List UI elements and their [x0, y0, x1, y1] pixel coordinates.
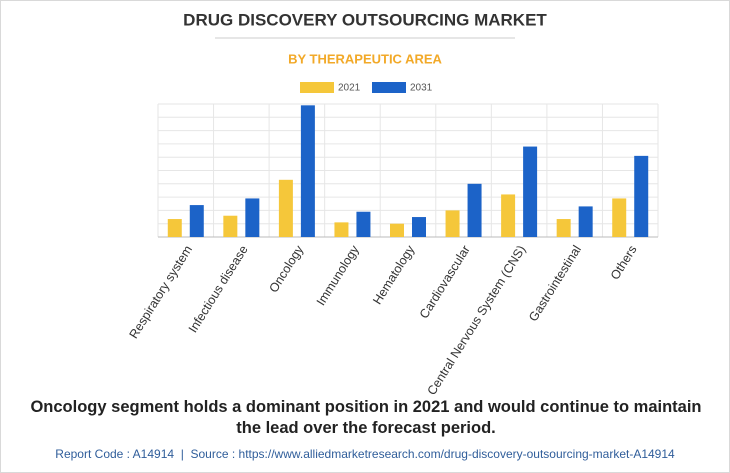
- x-tick-label: Gastrointestinal: [526, 243, 584, 324]
- bar: [390, 223, 404, 237]
- bar: [501, 194, 516, 237]
- bar: [334, 222, 349, 237]
- chart: DRUG DISCOVERY OUTSOURCING MARKET BY THE…: [127, 10, 659, 398]
- bar: [356, 211, 371, 237]
- bar: [467, 183, 482, 237]
- x-tick-label: Infectious disease: [186, 243, 251, 335]
- bar: [578, 206, 593, 237]
- bar: [634, 155, 649, 237]
- chart-subtitle: BY THERAPEUTIC AREA: [288, 51, 442, 66]
- x-tick-label: Immunology: [314, 242, 362, 308]
- legend-label: 2031: [410, 83, 433, 94]
- bar: [189, 205, 204, 237]
- bar: [556, 219, 571, 237]
- x-tick-label: Cardiovascular: [417, 243, 473, 321]
- bar: [523, 146, 538, 237]
- caption: Oncology segment holds a dominant positi…: [30, 398, 702, 437]
- footer: Report Code : A14914 | Source : https://…: [55, 447, 675, 461]
- legend-swatch: [300, 82, 334, 93]
- bar: [612, 198, 627, 237]
- x-tick-label: Others: [608, 243, 640, 282]
- x-tick-label: Respiratory system: [127, 243, 196, 341]
- x-tick-label: Central Nervous System (CNS): [425, 243, 529, 396]
- bar: [167, 219, 182, 237]
- bar: [412, 217, 426, 237]
- bar: [223, 215, 238, 237]
- x-tick-label: Oncology: [266, 242, 306, 295]
- bar: [245, 198, 260, 237]
- bar: [445, 210, 460, 237]
- bar: [300, 105, 315, 237]
- legend-label: 2021: [338, 83, 361, 94]
- chart-title: DRUG DISCOVERY OUTSOURCING MARKET: [183, 10, 547, 29]
- bar: [278, 179, 293, 237]
- legend-swatch: [372, 82, 406, 93]
- x-tick-label: Hematology: [370, 242, 418, 307]
